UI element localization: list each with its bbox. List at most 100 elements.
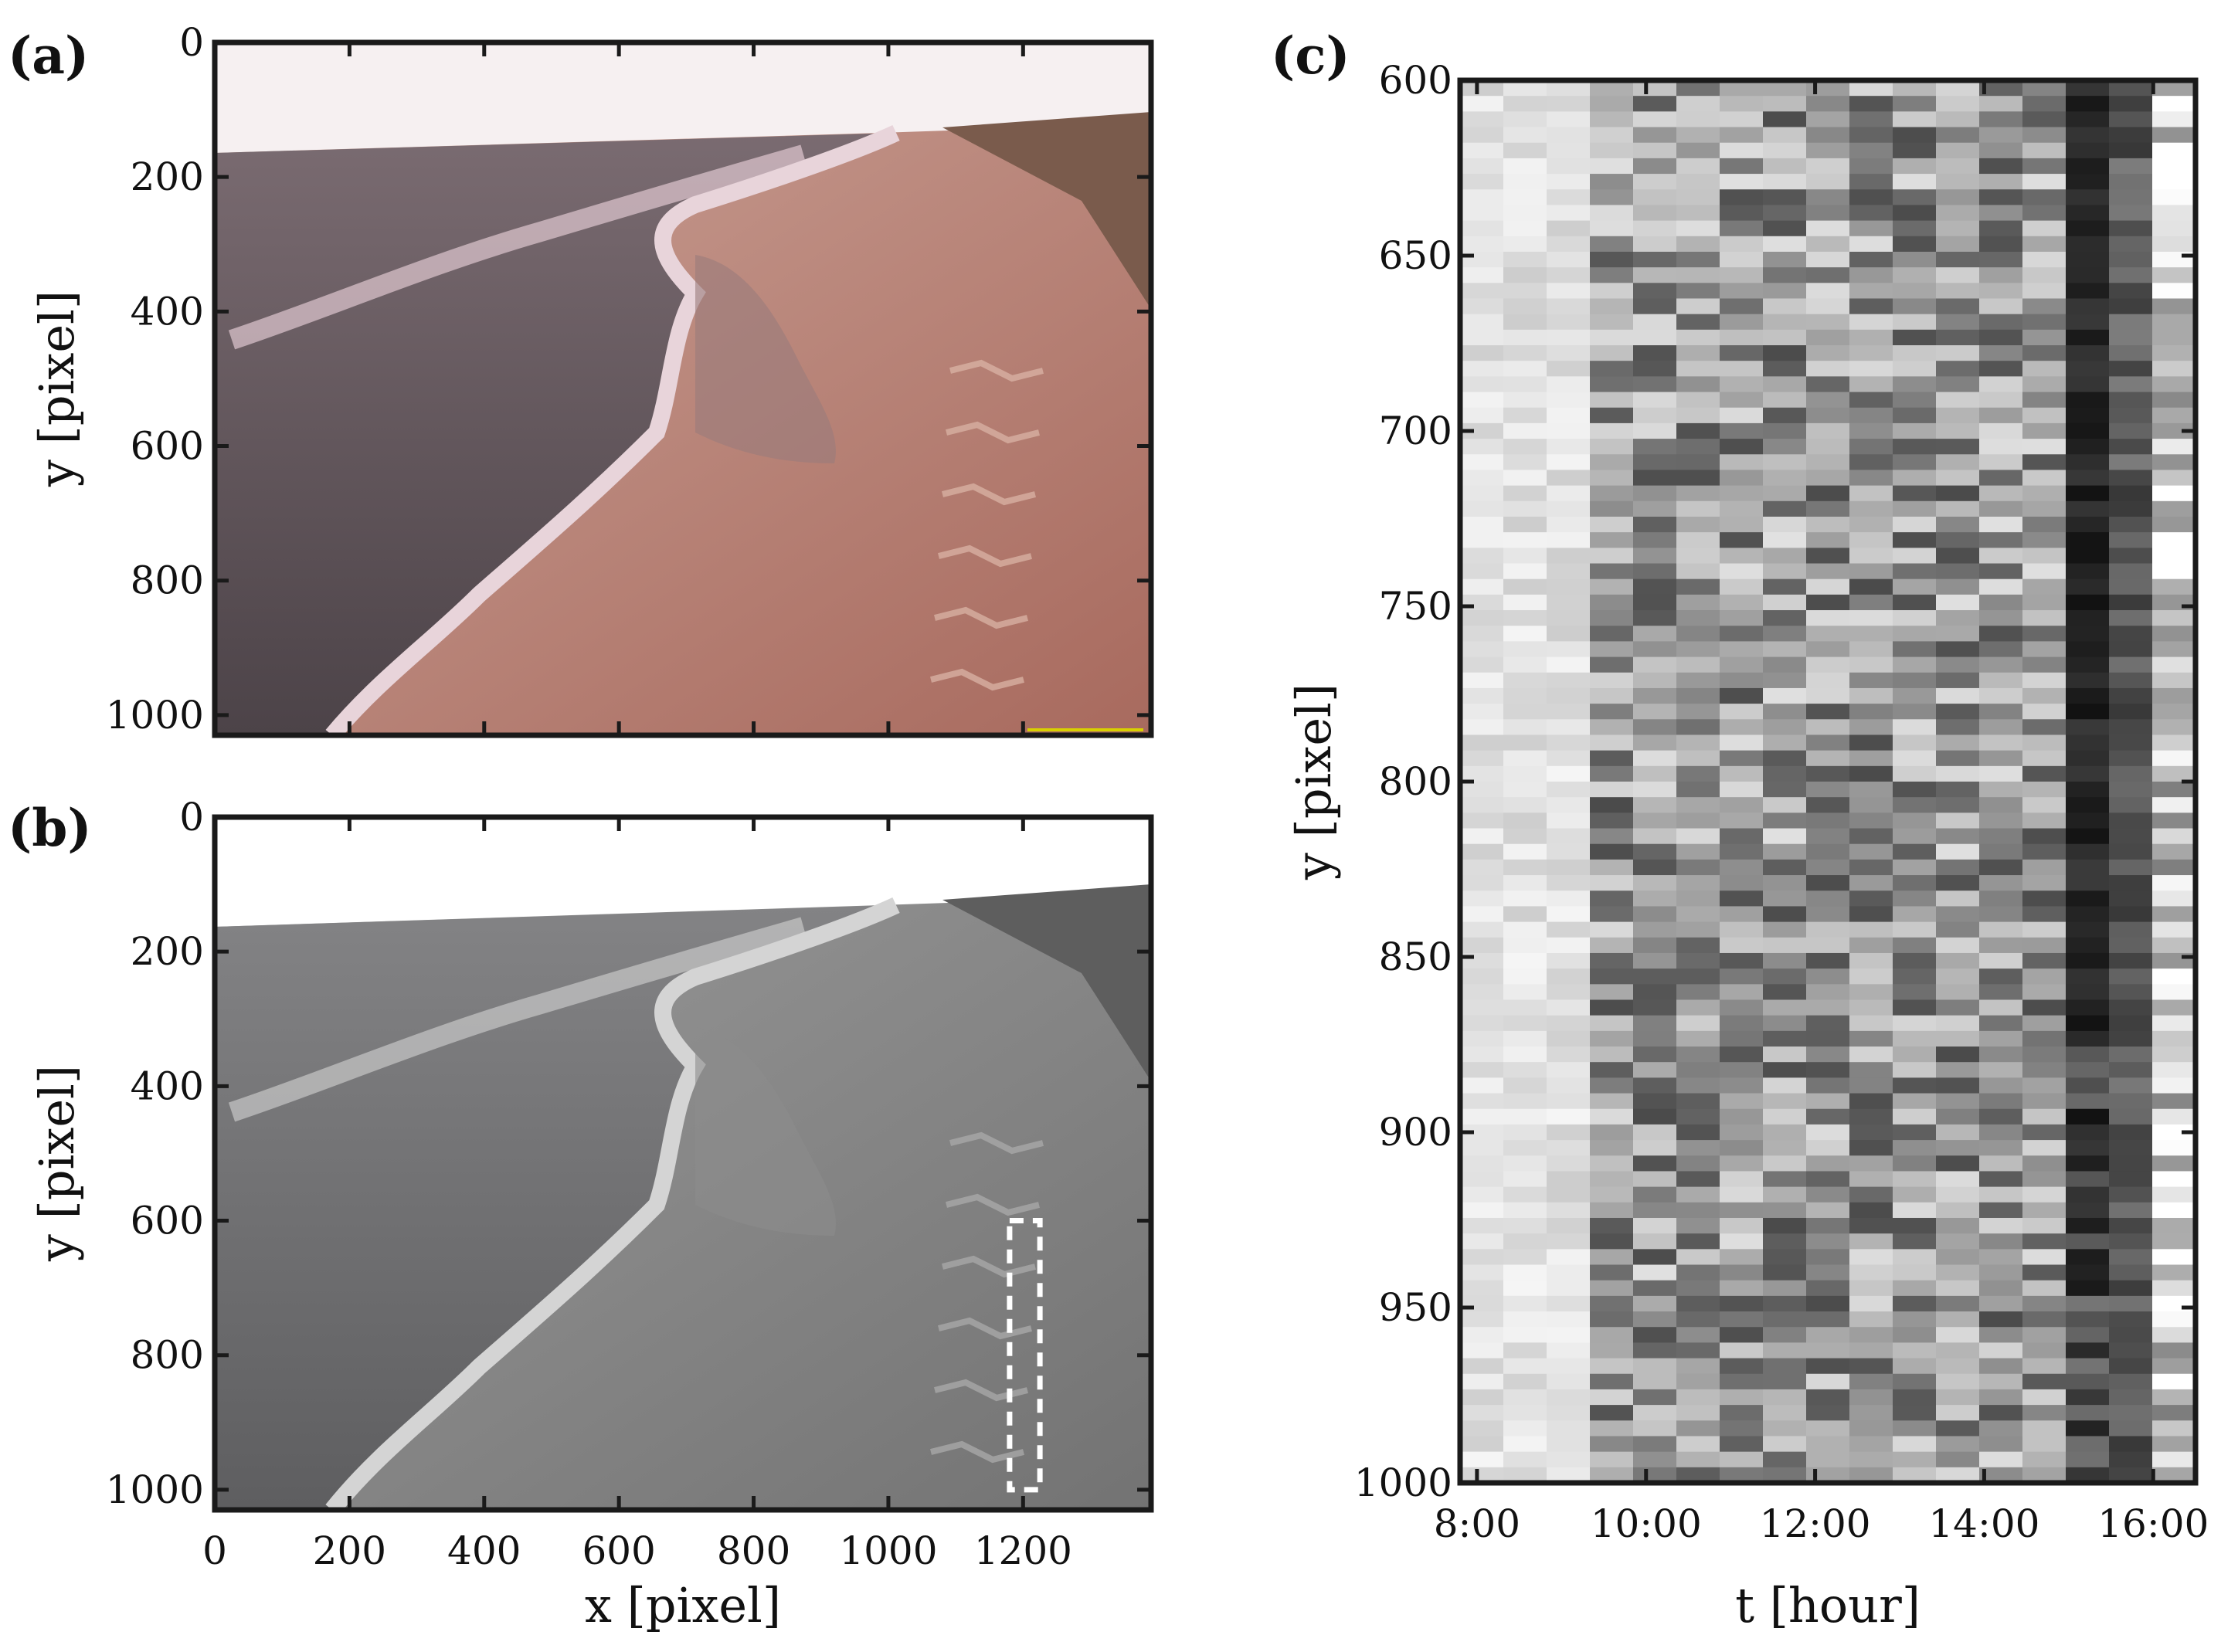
- timestack-cell: [1676, 189, 1720, 206]
- timestack-cell: [1676, 329, 1720, 347]
- timestack-cell: [1633, 516, 1677, 534]
- timestack-cell: [2109, 1155, 2153, 1172]
- timestack-cell: [1676, 345, 1720, 362]
- timestack-cell: [1590, 392, 1634, 409]
- timestack-cell: [1503, 1140, 1547, 1157]
- timestack-cell: [2109, 921, 2153, 938]
- timestack-cell: [1633, 641, 1677, 658]
- timestack-cell: [1806, 594, 1850, 612]
- timestack-cell: [2152, 1062, 2196, 1079]
- timestack-cell: [1460, 422, 1504, 440]
- timestack-cell: [1893, 656, 1937, 673]
- timestack-cell: [2022, 999, 2066, 1016]
- timestack-cell: [1763, 205, 1807, 222]
- timestack-cell: [1590, 828, 1634, 845]
- timestack-cell: [1503, 407, 1547, 424]
- ytick-label: 400: [131, 289, 204, 334]
- timestack-cell: [1893, 968, 1937, 985]
- timestack-cell: [1806, 687, 1850, 705]
- timestack-cell: [1633, 220, 1677, 237]
- timestack-cell: [1676, 1420, 1720, 1437]
- timestack-cell: [1460, 765, 1504, 782]
- timestack-cell: [2022, 548, 2066, 565]
- timestack-cell: [1503, 500, 1547, 517]
- timestack-cell: [1979, 812, 2023, 829]
- timestack-cell: [2109, 251, 2153, 269]
- timestack-cell: [1633, 1155, 1677, 1172]
- timestack-cell: [2152, 392, 2196, 409]
- timestack-cell: [2022, 314, 2066, 331]
- timestack-cell: [1849, 516, 1893, 534]
- timestack-cell: [1893, 578, 1937, 595]
- timestack-cell: [1936, 500, 1980, 517]
- timestack-cell: [1936, 80, 1980, 97]
- ytick-label: 0: [179, 795, 204, 840]
- timestack-cell: [1763, 1342, 1807, 1359]
- timestack-cell: [1893, 1093, 1937, 1110]
- timestack-cell: [1633, 610, 1677, 627]
- timestack-cell: [1720, 422, 1764, 440]
- timestack-cell: [1547, 1186, 1591, 1203]
- timestack-cell: [1936, 470, 1980, 487]
- timestack-cell: [1763, 1171, 1807, 1188]
- timestack-cell: [1979, 189, 2023, 206]
- timestack-cell: [1849, 704, 1893, 721]
- timestack-cell: [1806, 205, 1850, 222]
- timestack-cell: [1590, 439, 1634, 456]
- timestack-cell: [1633, 298, 1677, 315]
- timestack-cell: [1590, 314, 1634, 331]
- timestack-cell: [1676, 1186, 1720, 1203]
- timestack-cell: [1460, 1108, 1504, 1125]
- timestack-cell: [1590, 500, 1634, 517]
- timestack-cell: [1547, 1233, 1591, 1250]
- timestack-cell: [1547, 298, 1591, 315]
- timestack-cell: [1460, 267, 1504, 284]
- timestack-cell: [1503, 937, 1547, 954]
- timestack-cell: [1936, 220, 1980, 237]
- timestack-cell: [1936, 765, 1980, 782]
- timestack-cell: [1460, 1373, 1504, 1390]
- timestack-cell: [1936, 376, 1980, 393]
- timestack-cell: [1633, 1342, 1677, 1359]
- timestack-cell: [2109, 890, 2153, 907]
- timestack-cell: [1849, 1295, 1893, 1313]
- timestack-cell: [2022, 1124, 2066, 1141]
- timestack-cell: [1893, 1405, 1937, 1422]
- timestack-cell: [1720, 843, 1764, 860]
- timestack-cell: [1633, 470, 1677, 487]
- timestack-cell: [1676, 719, 1720, 736]
- timestack-cell: [1547, 314, 1591, 331]
- timestack-cell: [2152, 220, 2196, 237]
- timestack-cell: [2109, 875, 2153, 892]
- timestack-cell: [1590, 672, 1634, 689]
- timestack-cell: [1676, 828, 1720, 845]
- timestack-cell: [2152, 719, 2196, 736]
- timestack-cell: [1763, 890, 1807, 907]
- timestack-cell: [1503, 485, 1547, 502]
- timestack-cell: [2066, 797, 2110, 814]
- timestack-cell: [1633, 532, 1677, 549]
- timestack-cell: [1979, 1249, 2023, 1266]
- timestack-cell: [1763, 578, 1807, 595]
- timestack-cell: [1936, 1389, 1980, 1406]
- timestack-cell: [1893, 142, 1937, 159]
- timestack-cell: [2022, 1171, 2066, 1188]
- timestack-cell: [1676, 750, 1720, 767]
- timestack-cell: [1547, 812, 1591, 829]
- timestack-cell: [1590, 1389, 1634, 1406]
- timestack-cell: [1590, 1062, 1634, 1079]
- timestack-cell: [2022, 1280, 2066, 1297]
- timestack-cell: [1503, 859, 1547, 877]
- timestack-cell: [1720, 392, 1764, 409]
- timestack-cell: [1590, 906, 1634, 923]
- timestack-cell: [1979, 329, 2023, 347]
- timestack-cell: [1720, 828, 1764, 845]
- timestack-cell: [1979, 1046, 2023, 1063]
- timestack-cell: [2066, 1249, 2110, 1266]
- timestack-cell: [1633, 1062, 1677, 1079]
- timestack-cell: [1849, 470, 1893, 487]
- timestack-cell: [1460, 298, 1504, 315]
- timestack-cell: [2022, 968, 2066, 985]
- timestack-cell: [1460, 158, 1504, 175]
- timestack-cell: [1676, 548, 1720, 565]
